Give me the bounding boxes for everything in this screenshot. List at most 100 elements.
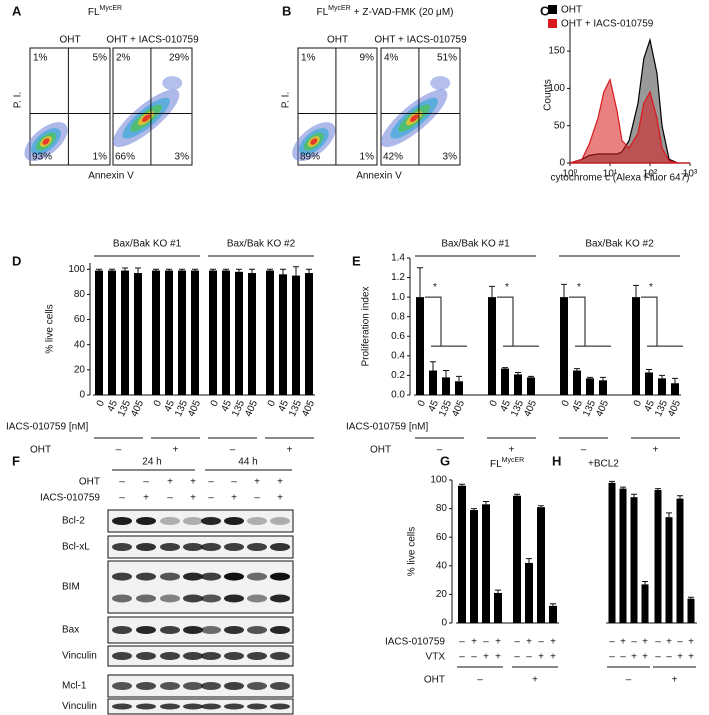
blot-band	[183, 682, 203, 690]
y-tick-label: 0.6	[391, 331, 405, 342]
row-sign: –	[631, 637, 637, 648]
lane-sign: –	[143, 477, 149, 488]
error-bar	[267, 268, 273, 271]
bar	[458, 485, 466, 623]
quadrant-percent: 66%	[115, 152, 135, 163]
blot-band	[224, 703, 244, 710]
blot-band	[136, 682, 156, 690]
blot-band	[201, 682, 221, 690]
panel-letter: A	[12, 3, 22, 18]
bar	[619, 488, 627, 623]
quadrant-percent: 9%	[360, 53, 375, 64]
x-axis-label: Annexin V	[88, 171, 134, 182]
plot-frame	[380, 47, 461, 166]
y-axis-label: % live cells	[45, 304, 56, 353]
y-tick-label: 20	[436, 589, 448, 600]
y-tick-label: 60	[74, 314, 86, 325]
blot-band	[247, 572, 267, 581]
bar	[513, 495, 521, 623]
error-bar	[561, 283, 567, 298]
y-tick-label: 0	[79, 390, 85, 401]
blot-band	[183, 543, 203, 551]
histogram-area	[569, 37, 690, 164]
x-tick-label: 0	[209, 398, 222, 408]
panel-letter: H	[552, 453, 561, 468]
row-sign: –	[459, 652, 465, 663]
x-tick-label: 45	[426, 398, 441, 413]
x-tick-label: 10²	[643, 169, 658, 180]
row-sign: +	[173, 445, 179, 456]
blot-band	[224, 682, 244, 690]
title-sup: MycER	[100, 5, 123, 12]
row-sign: +	[526, 637, 532, 648]
bar	[586, 378, 594, 395]
blot-band	[224, 594, 244, 603]
bar	[630, 497, 638, 623]
blot-band	[224, 543, 244, 551]
x-tick-label: 405	[186, 398, 203, 418]
y-tick-label: 0.8	[391, 311, 405, 322]
plot-label: OHT + IACS-010759	[374, 35, 467, 46]
row-sign: –	[514, 652, 520, 663]
legend-label: OHT	[561, 5, 582, 16]
error-bar	[122, 267, 128, 271]
density	[380, 76, 451, 147]
blot-band	[224, 652, 244, 660]
title-main: FL	[317, 7, 329, 18]
y-axis-label: Proliferation index	[361, 286, 372, 366]
y-tick-label: 100	[430, 475, 447, 486]
error-bar	[280, 268, 286, 275]
row-sign: +	[653, 445, 659, 456]
blot-band	[247, 517, 267, 525]
y-tick-label: 1.4	[391, 253, 405, 264]
row-sign: +	[532, 675, 538, 686]
blot-band	[160, 594, 180, 603]
y-tick-label: 40	[74, 339, 86, 350]
x-tick-label: 45	[570, 398, 585, 413]
band-label: Bax	[62, 625, 79, 636]
blot-band	[270, 682, 290, 690]
blot-band	[224, 572, 244, 581]
y-tick-label: 60	[436, 532, 448, 543]
error-bar	[633, 284, 639, 298]
y-tick-label: 1.0	[391, 292, 405, 303]
error-bar	[659, 374, 665, 379]
row-sign: –	[477, 675, 483, 686]
error-bar	[666, 512, 672, 518]
blot-band	[270, 652, 290, 660]
x-tick-label: 45	[642, 398, 657, 413]
blot-frame	[107, 509, 294, 533]
bar	[95, 270, 103, 395]
error-bar	[456, 375, 462, 382]
panel-title: FLMycER + Z-VAD-FMK (20 μM)	[317, 5, 454, 17]
error-bar	[249, 268, 255, 274]
significance-star: *	[433, 282, 437, 293]
x-tick-label: 0	[266, 398, 279, 408]
plot-label: OHT	[59, 35, 80, 46]
bar	[152, 270, 160, 395]
blot-band	[270, 626, 290, 634]
row-sign: +	[550, 637, 556, 648]
row-label: IACS-010759	[385, 637, 445, 648]
y-axis-label: P. I.	[13, 92, 24, 109]
row-sign: +	[287, 445, 293, 456]
group-label: Bax/Bak KO #1	[441, 239, 510, 250]
blot-band	[183, 594, 203, 603]
x-tick-label: 45	[498, 398, 513, 413]
blot-band	[183, 572, 203, 581]
density-contour	[162, 76, 183, 91]
row-sign: –	[437, 445, 443, 456]
row-sign: –	[609, 652, 615, 663]
bar	[494, 592, 502, 623]
error-bar	[515, 371, 521, 375]
bar	[108, 270, 116, 395]
row-sign: +	[631, 652, 637, 663]
blot-band	[112, 652, 132, 660]
panel-letter: B	[282, 3, 291, 18]
blot-band	[224, 626, 244, 634]
blot-band	[160, 703, 180, 710]
error-bar	[153, 268, 159, 271]
error-bar	[483, 500, 489, 505]
error-bar	[609, 480, 615, 483]
significance-star: *	[649, 282, 653, 293]
